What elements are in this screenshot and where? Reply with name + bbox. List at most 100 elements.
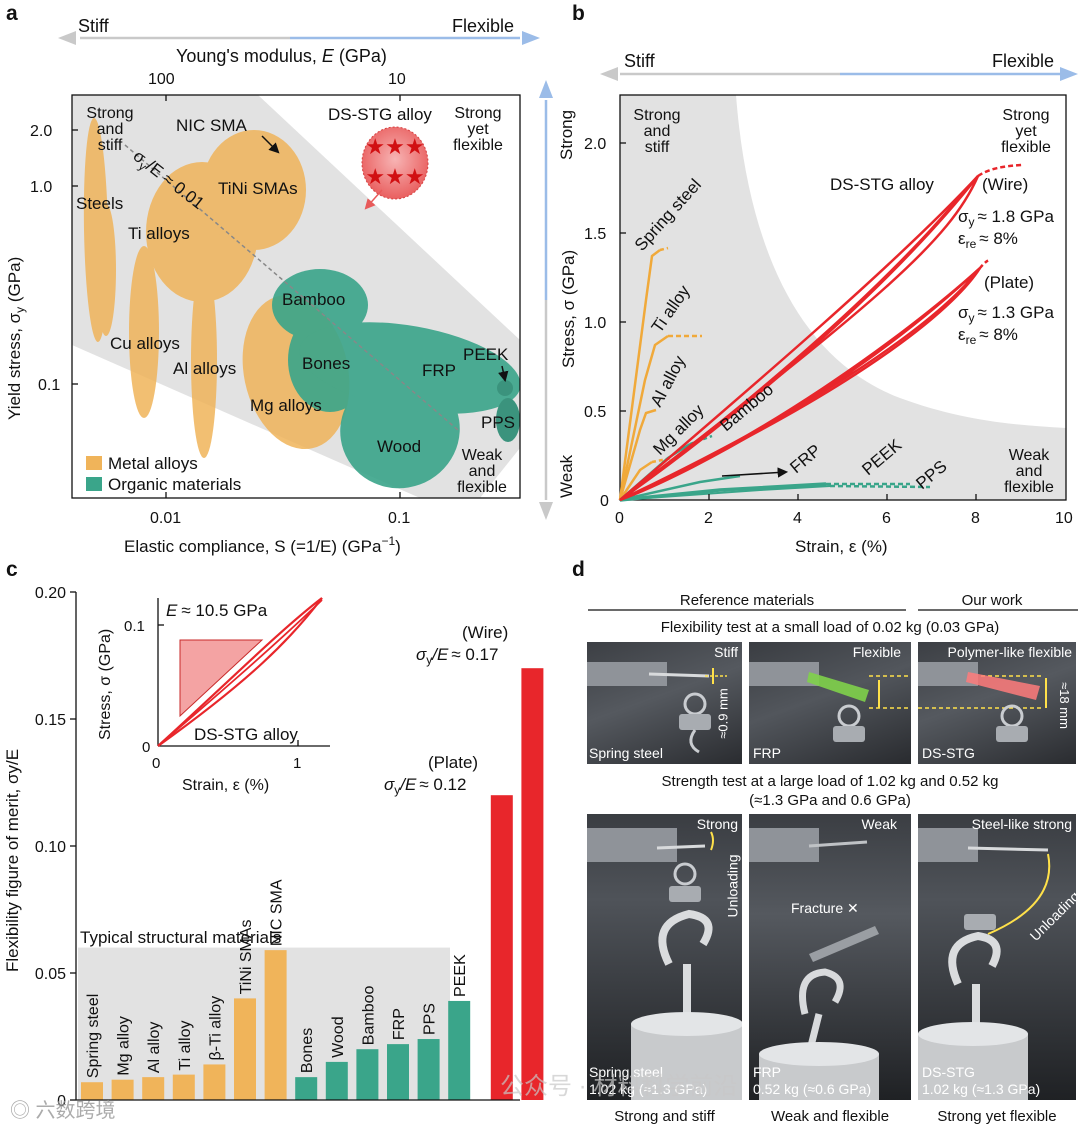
d-strength-test: Strength test at a large load of 1.02 kg…: [662, 773, 999, 790]
photo-spring-steel-flex: Stiff Spring steel ≈0.9 mm: [587, 642, 742, 764]
a-label-frp: FRP: [422, 361, 456, 380]
b-wire-eps: εre ≈ 8%: [958, 229, 1018, 251]
inset-xtick-1: 1: [293, 755, 301, 772]
legend-swatch-metal: [86, 456, 102, 470]
panel-label-b: b: [572, 2, 585, 25]
ellipse-peek: [497, 380, 513, 396]
d-ref-header: Reference materials: [680, 592, 814, 609]
b-corner-strong-flexible: Strong yet flexible: [1001, 107, 1051, 156]
c-wire-value: σy/E ≈ 0.17: [416, 645, 498, 667]
b-yticks: 0 0.5 1.0 1.5 2.0: [584, 136, 609, 510]
bar-wood: [325, 1061, 348, 1100]
d-caption-2: Weak and flexible: [770, 1108, 890, 1125]
b-wire-label: (Wire): [982, 175, 1028, 194]
curve-dsstg-wire-2: [619, 175, 980, 501]
b-ytick-0.5: 0.5: [584, 404, 606, 421]
a-dsstg-label: DS-STG alloy: [328, 105, 432, 124]
strong-arrowhead: [539, 80, 553, 98]
curve-frp: [619, 474, 741, 502]
ellipse-pps: [496, 398, 520, 442]
bar-label-frp: FRP: [391, 1008, 408, 1040]
bar--ti-alloy: [203, 1064, 226, 1100]
a-label-al: Al alloys: [173, 359, 236, 378]
d-photo-5-bottom1: FRP: [753, 1064, 781, 1080]
panel-b-plot: [618, 94, 1067, 502]
legend-metal: Metal alloys: [108, 454, 198, 473]
watermark-left: ◎ 六数跨境: [10, 1100, 116, 1122]
b-xtick-6: 6: [882, 510, 891, 527]
bar-label-al-alloy: Al alloy: [146, 1022, 163, 1074]
d-photo-1-bottom: Spring steel: [589, 745, 663, 761]
bar-label-pps: PPS: [422, 1003, 439, 1035]
a-peek-pointer: [498, 365, 509, 383]
curve-pps-dash: [829, 484, 931, 489]
ds-stg-stars-1: ★★★: [365, 134, 424, 159]
curve-al-alloy: [618, 408, 657, 501]
a-ylabel: Yield stress, σy (GPa): [5, 257, 27, 420]
d-photo-6-top: Steel-like strong: [971, 816, 1072, 832]
a-label-peek: PEEK: [463, 345, 509, 364]
b-xtick-8: 8: [971, 510, 980, 527]
c-inset: [157, 597, 330, 747]
d-caption-1: Strong and stiff: [614, 1108, 715, 1125]
c-ytick-label: 0.15: [35, 712, 66, 729]
bar-label--ti-alloy: β-Ti alloy: [207, 996, 224, 1061]
bar-label-bones: Bones: [299, 1028, 316, 1073]
a-flexible-label: Flexible: [452, 16, 514, 36]
b-wire-sigma: σy ≈ 1.8 GPa: [958, 207, 1054, 229]
a-corner-weak-flexible: Weak and flexible: [457, 447, 507, 496]
b-axes-frame: [619, 94, 1067, 501]
b-frp-pointer: [721, 467, 789, 478]
ellipse-nic-sma: [273, 149, 297, 171]
d-photo-1-top: Stiff: [714, 644, 738, 660]
c-ytick-label: 0.10: [35, 839, 66, 856]
inset-curve-1: [157, 597, 323, 747]
a-corner-strong-stiff: Strong and stiff: [86, 105, 133, 154]
ds-stg-pointer: [364, 189, 383, 210]
a-axes-frame: [71, 94, 521, 499]
a-xtick-0.01: 0.01: [150, 510, 181, 527]
legend-organic: Organic materials: [108, 475, 241, 494]
bar-label-bamboo: Bamboo: [360, 986, 377, 1046]
curve-mg-alloy: [618, 460, 653, 501]
photo-dsstg-flex: Polymer-like flexible DS-STG ≈18 mm: [918, 642, 1076, 764]
inset-curve-3: [157, 599, 323, 747]
flexible-arrowhead: [522, 31, 540, 45]
a-label-pps: PPS: [481, 413, 515, 432]
d-photo-3-top: Polymer-like flexible: [947, 644, 1072, 660]
c-ytick-label: 0.20: [35, 585, 66, 602]
inset-ytick-0: 0: [142, 739, 150, 756]
d-photo-3-bottom: DS-STG: [922, 745, 975, 761]
weak-arrowhead: [539, 502, 553, 520]
curve-ti-alloy: [618, 334, 669, 501]
a-top-tick-10: 10: [388, 71, 406, 88]
bar-peek: [448, 1000, 471, 1100]
c-plate-label: (Plate): [428, 753, 478, 772]
a-stiff-label: Stiff: [78, 16, 110, 36]
bar-tini-smas: [234, 998, 256, 1100]
c-ytick-label: 0: [57, 1093, 66, 1110]
bar-label-spring-steel: Spring steel: [85, 994, 102, 1079]
b-xtick-4: 4: [793, 510, 802, 527]
d-our-header: Our work: [962, 592, 1023, 609]
photo-dsstg-strength: Steel-like strong Unloading DS-STG 1.02 …: [918, 814, 1076, 1100]
inset-curve-2: [157, 597, 323, 747]
d-caption-3: Strong yet flexible: [937, 1108, 1057, 1125]
panel-label-d: d: [572, 558, 585, 581]
d-photo-6-bottom2: 1.02 kg (≈1.3 GPa): [922, 1081, 1041, 1097]
inset-ytick-0.1: 0.1: [124, 618, 145, 635]
inset-xlabel: Strain, ε (%): [182, 777, 269, 794]
c-ylabel: Flexibility figure of merit, σy/E: [3, 749, 22, 972]
b-xtick-0: 0: [615, 510, 624, 527]
ellipse-steels-2: [96, 204, 116, 336]
curve-dsstg-wire-dash: [977, 163, 1023, 178]
b-corner-weak-flexible: Weak and flexible: [1004, 447, 1054, 496]
bar-label-nic-sma: NIC SMA: [269, 879, 286, 946]
bar-ti-alloy: [172, 1074, 195, 1100]
curve-dsstg-plate-dash: [979, 258, 991, 269]
a-ytick-1: 1.0: [30, 179, 52, 196]
ellipse-frp: [299, 322, 521, 414]
b-strong-label: Strong: [557, 110, 576, 160]
panel-label-c: c: [6, 558, 18, 581]
